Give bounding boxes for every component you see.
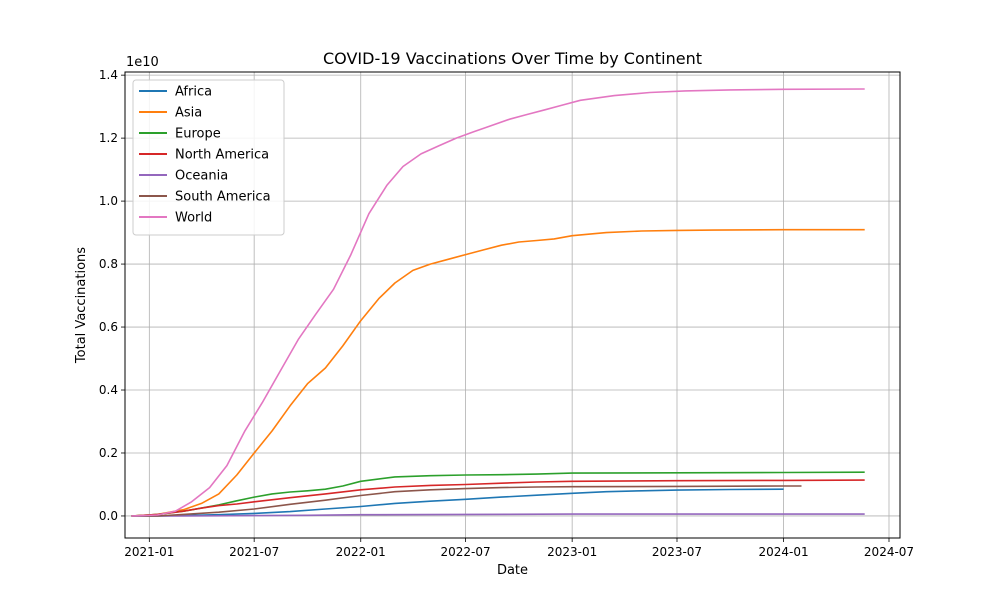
x-axis-label: Date xyxy=(497,563,528,578)
series-lines xyxy=(131,88,865,517)
y-tick-label: 0.4 xyxy=(99,383,118,397)
series-line-south-america xyxy=(131,485,802,517)
legend-label-world: World xyxy=(175,211,212,226)
y-tick-label: 1.4 xyxy=(99,68,118,82)
series-line-world xyxy=(131,88,865,517)
axis-ticks: 2021-01 2021-07 2022-01 2022-07 2023-01 2023-… xyxy=(99,68,914,559)
legend-label-asia: Asia xyxy=(175,106,202,121)
series-line-asia xyxy=(131,228,865,517)
x-tick-label: 2022-07 xyxy=(441,545,491,559)
y-tick-label: 0.8 xyxy=(99,257,118,271)
x-tick-label: 2021-07 xyxy=(229,545,279,559)
legend-label-africa: Africa xyxy=(175,85,212,100)
series-line-north-america xyxy=(131,479,865,517)
series-line-africa xyxy=(131,488,784,517)
y-axis-label: Total Vaccinations xyxy=(74,247,89,364)
y-axis-offset-label: 1e10 xyxy=(126,55,159,70)
y-tick-label: 0.6 xyxy=(99,320,118,334)
chart-title: COVID-19 Vaccinations Over Time by Conti… xyxy=(323,49,702,68)
legend-label-oceania: Oceania xyxy=(175,169,228,184)
legend-box xyxy=(132,79,285,236)
legend-label-europe: Europe xyxy=(175,127,221,142)
x-tick-label: 2024-07 xyxy=(864,545,914,559)
legend: Africa Asia Europe North America Oceania Sout… xyxy=(132,79,285,236)
x-tick-label: 2022-01 xyxy=(336,545,386,559)
legend-label-north-america: North America xyxy=(175,148,269,163)
y-tick-label: 0.0 xyxy=(99,509,118,523)
y-tick-label: 0.2 xyxy=(99,446,118,460)
x-tick-label: 2021-01 xyxy=(124,545,174,559)
x-tick-label: 2024-01 xyxy=(759,545,809,559)
x-tick-label: 2023-07 xyxy=(652,545,702,559)
legend-label-south-america: South America xyxy=(175,190,271,205)
plot-area-frame xyxy=(124,71,901,539)
series-line-oceania xyxy=(131,513,865,517)
y-tick-label: 1.2 xyxy=(99,131,118,145)
x-tick-label: 2023-01 xyxy=(547,545,597,559)
y-tick-label: 1.0 xyxy=(99,194,118,208)
